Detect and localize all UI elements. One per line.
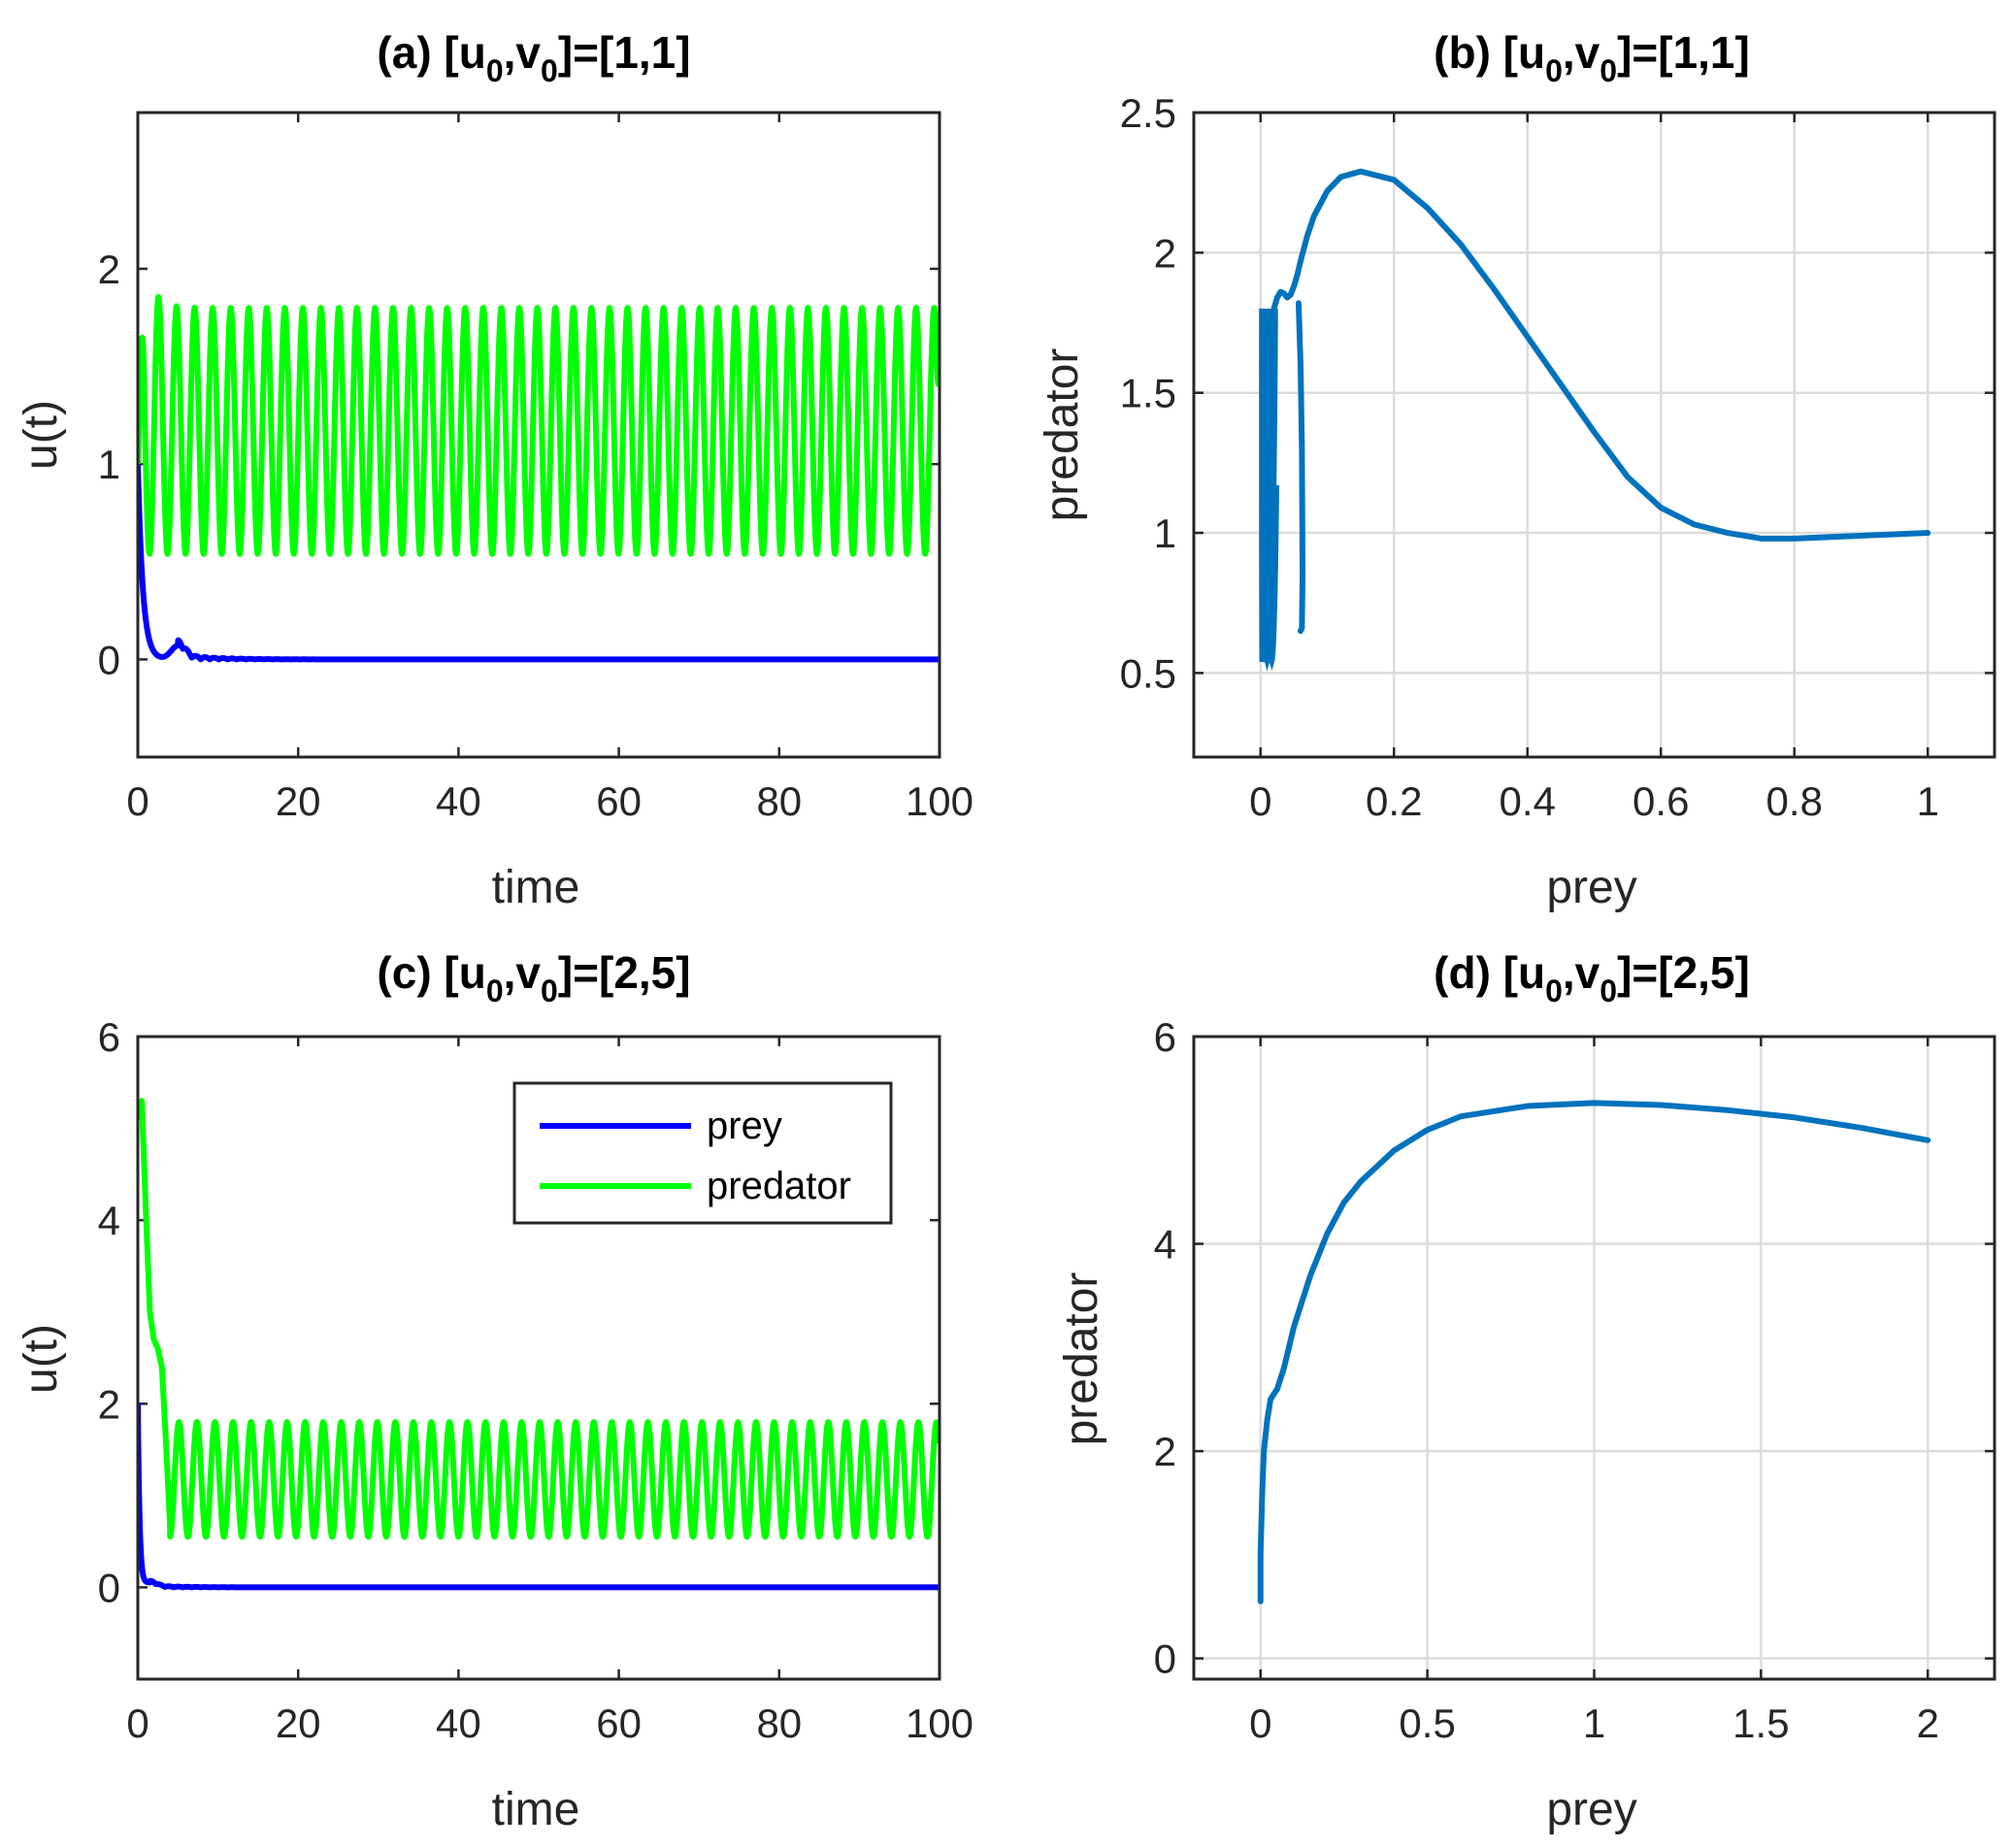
x-tick-label-3: 60 <box>596 778 642 824</box>
x-tick-label-0: 0 <box>126 778 148 824</box>
panel-b-title: (b) [u0,v0]=[1,1] <box>1434 27 1750 88</box>
series-group <box>1257 1100 1931 1604</box>
x-tick-label-1: 20 <box>276 1700 321 1746</box>
series-line-prey <box>138 1402 940 1591</box>
y-tick-label-0: 0 <box>98 1565 120 1610</box>
x-tick-label-2: 1 <box>1583 1700 1605 1746</box>
series-line-predator <box>138 1098 940 1540</box>
y-tick-label-2: 4 <box>98 1198 120 1243</box>
x-tick-label-4: 80 <box>756 778 802 824</box>
panel-d-title: (d) [u0,v0]=[2,5] <box>1434 947 1750 1008</box>
x-tick-label-5: 100 <box>906 1700 973 1746</box>
axes-frame <box>1192 1035 1996 1681</box>
plot-b: 0 0.2 0.4 0.6 0.8 1 0.5 1 1.5 2 2.5 <box>1120 90 1996 824</box>
y-tick-label-3: 6 <box>98 1014 120 1060</box>
plot-a: 0 20 40 60 80 100 0 1 2 <box>98 111 973 824</box>
y-tick-label-1: 2 <box>98 1381 120 1427</box>
x-tick-label-3: 1.5 <box>1732 1700 1789 1746</box>
y-tick-label-2: 2 <box>98 247 120 292</box>
series-line-predator <box>138 293 940 557</box>
y-tick-label-0: 0 <box>98 637 120 682</box>
y-tick-label-3: 6 <box>1154 1014 1176 1060</box>
plot-c: 0 20 40 60 80 100 0 2 4 6 <box>98 1014 973 1746</box>
y-tick-label-2: 4 <box>1154 1222 1176 1268</box>
panel-c-title: (c) [u0,v0]=[2,5] <box>377 947 690 1008</box>
y-tick-label-3: 2 <box>1154 230 1176 276</box>
y-tick-label-1: 1 <box>98 442 120 487</box>
legend-predator-label: predator <box>707 1165 851 1207</box>
axes-frame <box>136 111 941 759</box>
y-tick-label-0: 0 <box>1154 1636 1176 1682</box>
panel-d: (d) [u0,v0]=[2,5] 0 0.5 1 1.5 2 0 2 4 6 prey pre… <box>1056 947 1996 1835</box>
panel-d-xlabel: prey <box>1546 1784 1636 1835</box>
x-tick-label-4: 2 <box>1917 1700 1939 1746</box>
panel-c-xlabel: time <box>492 1784 580 1835</box>
panel-c-ylabel: u(t) <box>16 1324 67 1394</box>
y-tick-label-2: 1.5 <box>1120 371 1176 416</box>
legend: prey predator <box>512 1081 893 1225</box>
y-tick-label-4: 2.5 <box>1120 90 1176 136</box>
series-group <box>1259 168 1931 672</box>
x-tick-label-0: 0 <box>1249 778 1271 824</box>
x-tick-label-2: 40 <box>436 778 481 824</box>
y-tick-label-0: 0.5 <box>1120 650 1176 696</box>
series-group <box>138 1098 940 1591</box>
x-tick-label-3: 0.6 <box>1633 778 1689 824</box>
x-tick-label-4: 80 <box>756 1700 802 1746</box>
series-line-prey <box>138 464 940 663</box>
y-tick-label-1: 1 <box>1154 511 1176 556</box>
plot-d: 0 0.5 1 1.5 2 0 2 4 6 <box>1154 1014 1996 1746</box>
panel-a: (a) [u0,v0]=[1,1] 0 20 40 60 80 100 0 1 2 time u… <box>16 27 973 913</box>
x-tick-label-2: 40 <box>436 1700 481 1746</box>
x-tick-label-1: 20 <box>276 778 321 824</box>
panel-a-ylabel: u(t) <box>16 400 67 470</box>
x-tick-label-1: 0.5 <box>1399 1700 1455 1746</box>
axes-frame <box>1192 111 1996 759</box>
x-tick-label-0: 0 <box>1249 1700 1271 1746</box>
series-line-trajectory-tail <box>1295 300 1306 635</box>
y-tick-label-1: 2 <box>1154 1429 1176 1474</box>
panel-a-xlabel: time <box>492 862 580 913</box>
x-tick-label-4: 0.8 <box>1766 778 1823 824</box>
panel-b: (b) [u0,v0]=[1,1] 0 0.2 0.4 0.6 0.8 1 0.5 1 1.5 2… <box>1037 27 1996 913</box>
x-tick-label-5: 100 <box>906 778 973 824</box>
panel-b-xlabel: prey <box>1546 862 1636 913</box>
legend-box <box>512 1081 893 1225</box>
panel-b-ylabel: predator <box>1037 348 1088 522</box>
x-tick-label-1: 0.2 <box>1366 778 1422 824</box>
x-tick-label-3: 60 <box>596 1700 642 1746</box>
legend-prey-label: prey <box>707 1105 782 1147</box>
panel-d-ylabel: predator <box>1056 1272 1107 1446</box>
x-tick-label-5: 1 <box>1917 778 1939 824</box>
panel-a-title: (a) [u0,v0]=[1,1] <box>377 27 690 88</box>
x-tick-label-2: 0.4 <box>1500 778 1556 824</box>
series-group <box>138 293 940 663</box>
series-line-trajectory <box>1257 1100 1931 1604</box>
limit-cycle <box>1259 308 1280 672</box>
series-line-trajectory <box>1268 168 1931 542</box>
x-tick-label-0: 0 <box>126 1700 148 1746</box>
axes-frame <box>136 1035 941 1681</box>
